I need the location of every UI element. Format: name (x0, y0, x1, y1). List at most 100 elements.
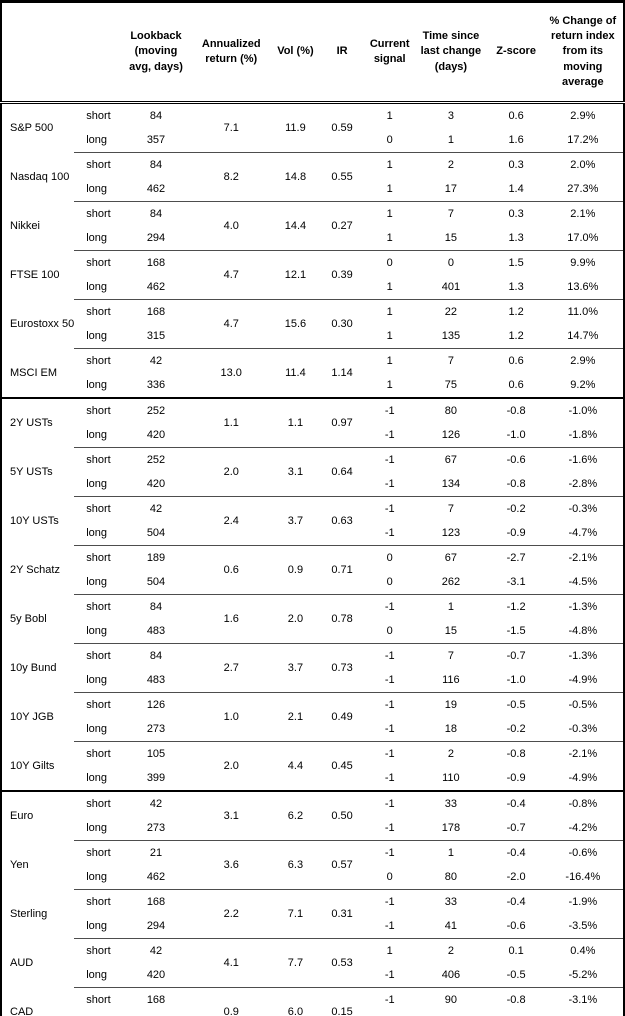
leg-label: short (74, 545, 124, 570)
asset-group: Eurostoxx 50 short 168 4.7 15.6 0.30 1 2… (1, 299, 624, 349)
lookback-value: 294 (146, 232, 166, 244)
leg-label: long (86, 134, 108, 146)
z-score-value: -1.2 (489, 594, 543, 619)
vol-value: 14.4 (273, 201, 317, 251)
asset-group: 10Y USTs short 42 2.4 3.7 0.63 -1 7 -0.2… (1, 496, 624, 546)
annualized-return-value: 3.1 (188, 790, 274, 841)
pct-change-value: -4.8% (568, 625, 598, 637)
time-since-change-value: 7 (412, 201, 490, 226)
asset-group: Sterling short 168 2.2 7.1 0.31 -1 33 -0… (1, 889, 624, 939)
time-since-change-value: 110 (442, 772, 460, 784)
header-ir: IR (316, 1, 368, 104)
time-since-change-value: 178 (441, 822, 461, 834)
ir-value: 0.15 (316, 987, 368, 1016)
asset-row-short: S&P 500 short 84 7.1 11.9 0.59 1 3 0.6 2… (1, 103, 624, 134)
lookback-value: 420 (146, 478, 166, 490)
asset-row-long: long 294 1 15 1.3 17.0% (1, 226, 624, 251)
current-signal-value: -1 (367, 447, 413, 472)
asset-name: 2Y Schatz (10, 564, 60, 576)
leg-label: short (74, 250, 124, 275)
header-row: Lookback (moving avg, days) Annualized r… (1, 1, 624, 104)
lookback-value: 168 (123, 250, 189, 275)
leg-label: short (74, 938, 124, 963)
header-vol: Vol (%) (273, 1, 317, 104)
time-since-change-value: 2 (412, 152, 490, 177)
pct-change-value: -2.1% (542, 741, 624, 766)
current-signal-value: -1 (367, 840, 413, 865)
time-since-change-value: 75 (444, 379, 458, 391)
z-score-value: -1.0 (506, 429, 526, 441)
annualized-return-value: 2.7 (188, 643, 274, 693)
time-since-change-value: 15 (444, 232, 458, 244)
lookback-value: 42 (123, 348, 189, 373)
asset-row-short: 2Y USTs short 252 1.1 1.1 0.97 -1 80 -0.… (1, 397, 624, 448)
time-since-change-value: 3 (447, 110, 454, 122)
current-signal-value: -1 (367, 594, 413, 619)
asset-group: CAD short 168 0.9 6.0 0.15 -1 90 -0.8 -3… (1, 987, 624, 1016)
asset-name: Sterling (10, 908, 48, 920)
leg-label: short (74, 496, 124, 521)
current-signal-value: -1 (384, 478, 395, 490)
vol-value: 14.8 (273, 152, 317, 202)
vol-value: 3.1 (273, 447, 317, 497)
asset-row-short: 10Y USTs short 42 2.4 3.7 0.63 -1 7 -0.2… (1, 496, 624, 546)
current-signal-value: 1 (386, 183, 393, 195)
leg-label: short (74, 299, 124, 324)
lookback-value: 252 (123, 447, 189, 472)
leg-label: short (74, 840, 124, 865)
lookback-value: 42 (123, 790, 189, 816)
z-score-value: -0.7 (489, 643, 543, 668)
leg-label: short (74, 594, 124, 619)
asset-group: 10Y JGB short 126 1.0 2.1 0.49 -1 19 -0.… (1, 692, 624, 742)
time-since-change-value: 67 (412, 447, 490, 472)
annualized-return-value: 2.2 (188, 889, 274, 939)
vol-value: 3.7 (273, 643, 317, 693)
ir-value: 0.50 (316, 790, 368, 841)
asset-name: 10y Bund (10, 662, 57, 674)
pct-change-value: -3.5% (568, 920, 598, 932)
time-since-change-value: 41 (444, 920, 458, 932)
time-since-change-value: 2 (412, 741, 490, 766)
annualized-return-value: 4.0 (188, 201, 274, 251)
asset-group: 10y Bund short 84 2.7 3.7 0.73 -1 7 -0.7… (1, 643, 624, 693)
asset-row-long: long 420 -1 126 -1.0 -1.8% (1, 423, 624, 448)
vol-value: 7.1 (273, 889, 317, 939)
pct-change-value: 17.2% (567, 134, 599, 146)
leg-label: long (86, 379, 108, 391)
leg-label: short (74, 987, 124, 1012)
asset-row-short: AUD short 42 4.1 7.7 0.53 1 2 0.1 0.4% (1, 938, 624, 988)
current-signal-value: 0 (386, 625, 393, 637)
asset-name: Euro (1, 790, 75, 841)
current-signal-value: -1 (384, 527, 395, 539)
current-signal-value: 0 (367, 250, 413, 275)
asset-name: Eurostoxx 50 (10, 318, 75, 330)
annualized-return-value: 1.0 (188, 692, 274, 742)
lookback-value: 42 (123, 938, 189, 963)
current-signal-value: -1 (384, 772, 395, 784)
current-signal-value: 1 (367, 938, 413, 963)
time-since-change-value: 134 (441, 478, 461, 490)
annualized-return-value: 4.1 (188, 938, 274, 988)
annualized-return-value: 13.0 (188, 348, 274, 398)
asset-name: 5Y USTs (10, 466, 53, 478)
pct-change-value: -4.7% (568, 527, 598, 539)
pct-change-value: -4.5% (568, 576, 598, 588)
lookback-value: 336 (146, 379, 166, 391)
asset-row-long: long 399 -1 110 -0.9 -4.9% (1, 766, 624, 791)
annualized-return-value: 8.2 (188, 152, 274, 202)
z-score-value: -0.6 (506, 920, 526, 932)
time-since-change-value: 7 (412, 348, 490, 373)
leg-label: long (86, 478, 108, 490)
vol-value: 7.7 (273, 938, 317, 988)
pct-change-value: 9.9% (542, 250, 624, 275)
pct-change-value: -1.6% (542, 447, 624, 472)
ir-value: 0.73 (316, 643, 368, 693)
z-score-value: -1.0 (506, 674, 526, 686)
z-score-value: 0.1 (489, 938, 543, 963)
leg-label: short (74, 692, 124, 717)
vol-value: 2.1 (273, 692, 317, 742)
leg-label: long (74, 1012, 123, 1016)
asset-group: FTSE 100 short 168 4.7 12.1 0.39 0 0 1.5… (1, 250, 624, 300)
time-since-change-value: 33 (412, 790, 490, 816)
